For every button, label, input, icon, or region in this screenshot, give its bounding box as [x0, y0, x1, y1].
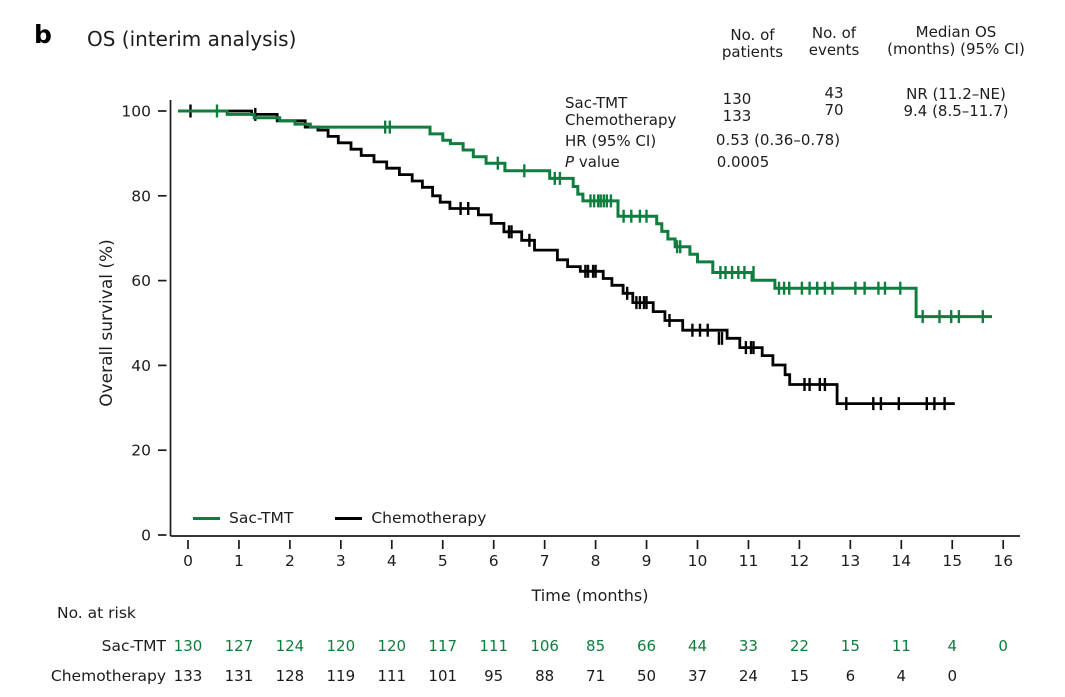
- stats-header-events-line1: No. of: [811, 24, 857, 42]
- at-risk-rowlabel-sac-tmt: Sac-TMT: [101, 637, 166, 655]
- x-tick-label: 4: [387, 552, 397, 570]
- x-tick-label: 13: [840, 552, 860, 570]
- at-risk-value: 85: [586, 637, 606, 655]
- panel-label: b: [34, 20, 52, 49]
- at-risk-value: 44: [687, 637, 708, 655]
- at-risk-value: 6: [845, 667, 856, 685]
- y-tick-label: 100: [121, 103, 151, 121]
- x-tick-label: 6: [489, 552, 499, 570]
- y-tick-label: 0: [141, 527, 151, 545]
- at-risk-value: 50: [637, 667, 657, 685]
- x-tick-label: 12: [790, 552, 810, 570]
- y-tick-label: 60: [131, 272, 151, 290]
- at-risk-value: 120: [326, 637, 356, 655]
- stats-hr-label: HR (95% CI): [565, 132, 657, 150]
- legend-swatch-sac-tmt: [193, 516, 220, 520]
- x-axis-title: Time (months): [531, 586, 649, 605]
- y-axis-title: Overall survival (%): [97, 239, 117, 407]
- x-tick-label: 16: [993, 552, 1013, 570]
- at-risk-value: 4: [947, 637, 958, 655]
- at-risk-value: 130: [173, 637, 203, 655]
- at-risk-value: 15: [789, 667, 809, 685]
- y-tick-label: 80: [131, 187, 151, 205]
- stats-value-patients: 130: [722, 90, 752, 108]
- at-risk-value: 0: [998, 637, 1008, 655]
- at-risk-value: 95: [484, 667, 504, 685]
- at-risk-value: 133: [173, 667, 203, 685]
- stats-value-median: NR (11.2–NE): [906, 85, 1006, 103]
- x-tick-label: 11: [739, 552, 759, 570]
- at-risk-value: 119: [326, 667, 356, 685]
- at-risk-value: 128: [275, 667, 305, 685]
- km-curve-sac-tmt: [178, 109, 992, 319]
- x-tick-label: 0: [183, 552, 193, 570]
- at-risk-value: 66: [637, 637, 657, 655]
- y-tick-label: 40: [131, 357, 151, 375]
- at-risk-value: 111: [479, 637, 508, 655]
- at-risk-value: 111: [377, 667, 407, 685]
- at-risk-value: 106: [530, 637, 559, 655]
- stats-value-events: 43: [824, 84, 844, 102]
- legend-label-chemotherapy: Chemotherapy: [371, 509, 487, 527]
- stats-header-patients-line2: patients: [721, 43, 784, 61]
- legend: Sac-TMT Chemotherapy: [193, 509, 486, 527]
- stats-value-median: 9.4 (8.5–11.7): [903, 102, 1009, 120]
- y-tick-label: 20: [131, 442, 151, 460]
- at-risk-value: 120: [377, 637, 407, 655]
- figure-title: OS (interim analysis): [87, 27, 297, 51]
- stats-value-patients: 133: [722, 107, 752, 125]
- at-risk-value: 0: [947, 667, 958, 685]
- stats-hr-value: 0.53 (0.36–0.78): [715, 131, 841, 149]
- at-risk-value: 4: [896, 667, 907, 685]
- stats-row-label: Chemotherapy: [565, 111, 677, 129]
- x-tick-label: 15: [942, 552, 962, 570]
- at-risk-value: 117: [428, 637, 458, 655]
- at-risk-value: 37: [687, 667, 708, 685]
- x-tick-label: 1: [234, 552, 244, 570]
- stats-p-label-rest: value: [574, 153, 620, 171]
- x-tick-label: 3: [336, 552, 346, 570]
- x-tick-label: 7: [540, 552, 550, 570]
- at-risk-value: 131: [224, 667, 254, 685]
- at-risk-value: 124: [275, 637, 305, 655]
- stats-row-label: Sac-TMT: [565, 94, 628, 112]
- x-tick-label: 10: [688, 552, 708, 570]
- legend-item-chemotherapy: Chemotherapy: [335, 509, 486, 527]
- legend-label-sac-tmt: Sac-TMT: [229, 509, 294, 527]
- at-risk-value: 33: [738, 637, 758, 655]
- stats-header-events-line2: events: [808, 41, 860, 59]
- at-risk-rowlabel-chemotherapy: Chemotherapy: [50, 667, 166, 685]
- at-risk-value: 22: [789, 637, 809, 655]
- stats-p-label-italic: P: [565, 153, 575, 171]
- stats-header-median-line1: Median OS: [915, 23, 997, 41]
- at-risk-title: No. at risk: [57, 604, 136, 622]
- stats-value-events: 70: [824, 101, 844, 119]
- x-tick-label: 2: [285, 552, 295, 570]
- at-risk-value: 101: [428, 667, 458, 685]
- x-tick-label: 8: [591, 552, 601, 570]
- stats-header-median-line2: (months) (95% CI): [887, 40, 1025, 58]
- x-tick-label: 14: [891, 552, 911, 570]
- km-curve-chemotherapy: [178, 109, 955, 405]
- legend-swatch-chemotherapy: [335, 516, 363, 520]
- at-risk-value: 11: [891, 637, 911, 655]
- at-risk-value: 127: [224, 637, 254, 655]
- at-risk-value: 71: [586, 667, 606, 685]
- x-tick-label: 5: [438, 552, 448, 570]
- at-risk-value: 15: [840, 637, 860, 655]
- at-risk-value: 24: [738, 667, 758, 685]
- at-risk-value: 88: [535, 667, 555, 685]
- stats-p-label: P value: [565, 154, 620, 171]
- stats-header-patients-line1: No. of: [730, 26, 775, 44]
- stats-p-value: 0.0005: [716, 153, 770, 171]
- x-tick-label: 9: [642, 552, 652, 570]
